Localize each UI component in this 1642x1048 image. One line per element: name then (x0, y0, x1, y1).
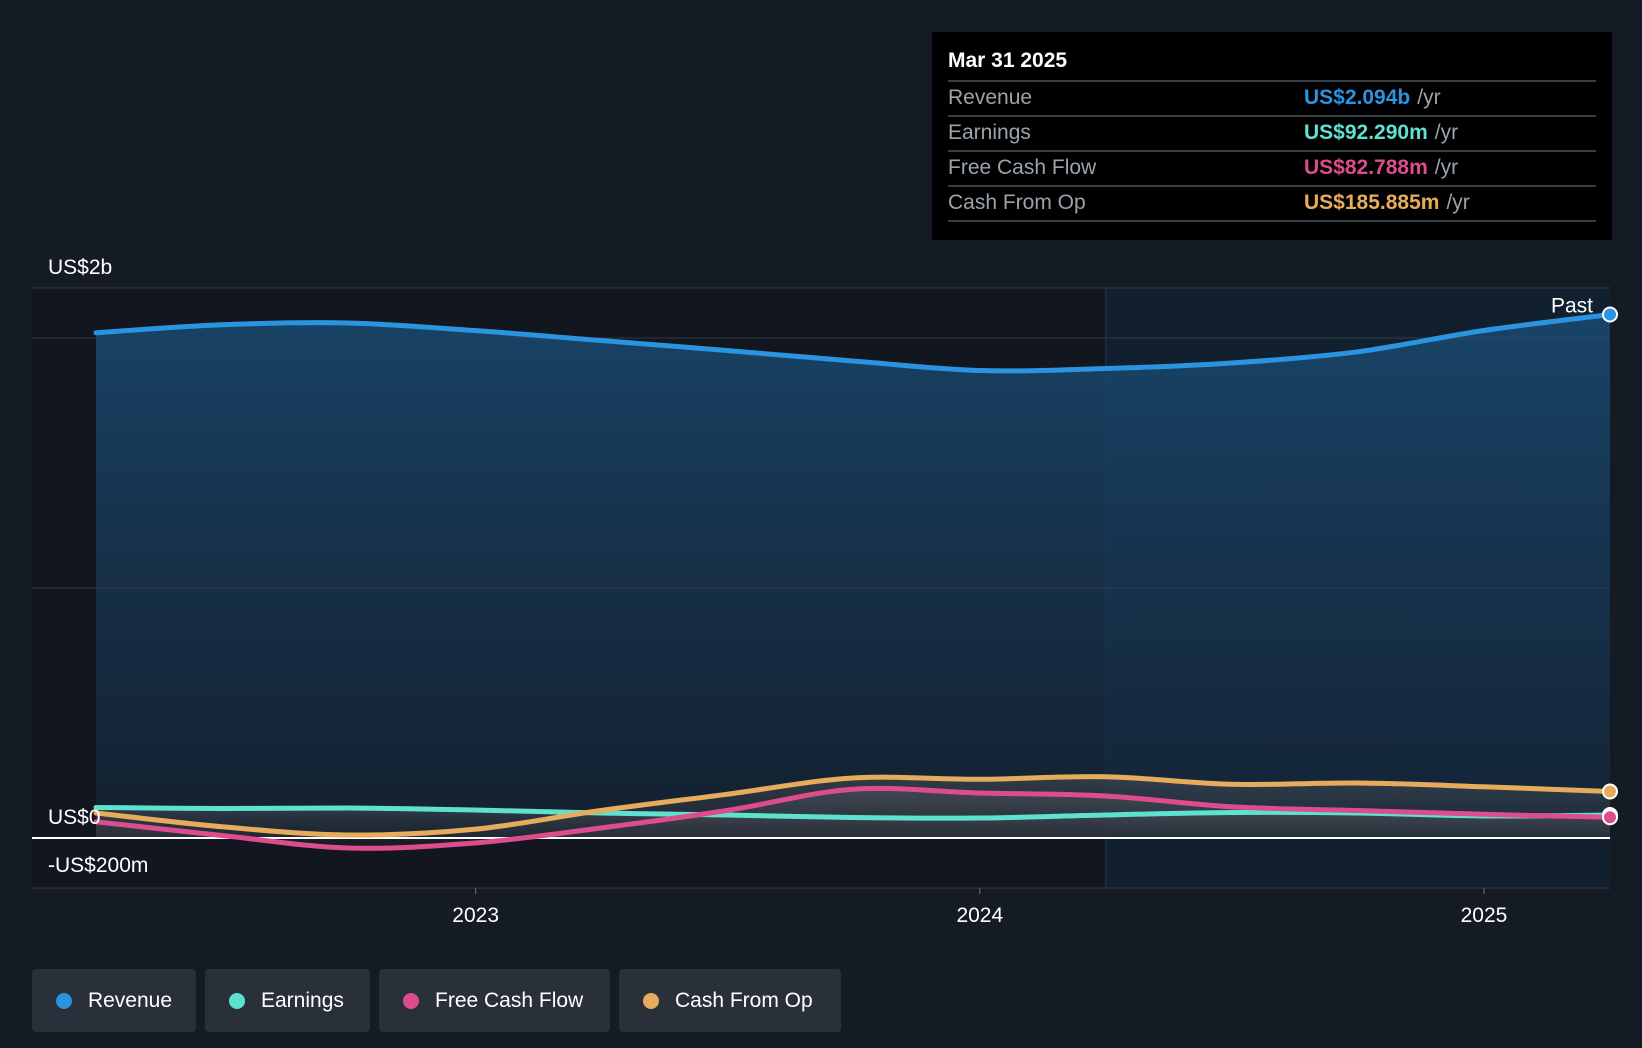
tooltip-label: Revenue (948, 86, 1033, 109)
tooltip-label: Free Cash Flow (948, 156, 1097, 179)
tooltip-unit: /yr (1446, 191, 1470, 214)
legend-item-cash-from-op[interactable]: Cash From Op (619, 969, 841, 1032)
tooltip-value: US$185.885m (1304, 191, 1440, 214)
tooltip-unit: /yr (1434, 156, 1459, 179)
x-axis-label: 2023 (452, 904, 499, 927)
x-axis-label: 2024 (956, 904, 1003, 927)
free-cash-flow-endpoint-marker (1602, 809, 1618, 826)
tooltip-unit: /yr (1434, 121, 1459, 144)
tooltip-value: US$92.290m (1304, 121, 1428, 144)
legend-label: Cash From Op (675, 988, 813, 1012)
legend: Revenue Earnings Free Cash Flow Cash Fro… (32, 969, 841, 1032)
revenue-dot-icon (56, 992, 72, 1009)
cash-from-op-area (96, 776, 1610, 838)
legend-label: Earnings (261, 988, 344, 1012)
tooltip-row-earnings: Earnings US$92.290m /yr (948, 117, 1596, 152)
legend-item-free-cash-flow[interactable]: Free Cash Flow (379, 969, 610, 1032)
y-axis-label: US$2b (48, 256, 112, 279)
cash-from-op-line (93, 774, 1613, 838)
x-axis-label: 2025 (1461, 904, 1508, 927)
earnings-dot-icon (229, 992, 245, 1009)
revenue-line (93, 312, 1613, 374)
revenue-area (96, 314, 1610, 838)
tooltip-value: US$2.094b (1304, 86, 1411, 109)
legend-item-earnings[interactable]: Earnings (205, 969, 370, 1032)
cash-from-op-dot-icon (643, 992, 659, 1009)
tooltip-value: US$82.788m (1304, 156, 1428, 179)
tooltip-unit: /yr (1417, 86, 1441, 109)
tooltip-row-revenue: Revenue US$2.094b /yr (948, 82, 1596, 117)
revenue-endpoint-marker (1602, 306, 1618, 323)
tooltip-date: Mar 31 2025 (948, 46, 1596, 82)
y-axis-label: -US$200m (48, 854, 148, 877)
free-cash-flow-line (93, 785, 1613, 851)
cash-from-op-endpoint-marker (1602, 783, 1618, 800)
tooltip-row-free-cash-flow: Free Cash Flow US$82.788m /yr (948, 152, 1596, 187)
legend-label: Revenue (87, 988, 172, 1012)
tooltip-row-cash-from-op: Cash From Op US$185.885m /yr (948, 187, 1596, 222)
past-label: Past (1551, 295, 1593, 318)
tooltip: Mar 31 2025 Revenue US$2.094b /yr Earnin… (932, 32, 1612, 240)
free-cash-flow-dot-icon (403, 992, 419, 1009)
legend-label: Free Cash Flow (435, 988, 584, 1012)
y-axis-label: US$0 (48, 806, 101, 829)
tooltip-label: Cash From Op (948, 191, 1086, 214)
tooltip-label: Earnings (948, 121, 1031, 144)
legend-item-revenue[interactable]: Revenue (32, 969, 196, 1032)
